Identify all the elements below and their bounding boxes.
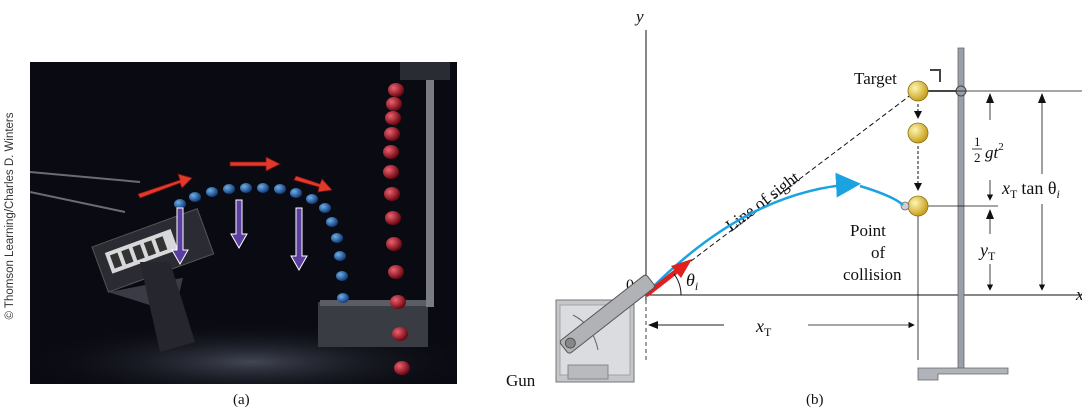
xT-label: xT — [755, 316, 772, 339]
poc-label-2: of — [871, 243, 886, 262]
target-label: Target — [854, 69, 897, 88]
gt2-label: gt2 — [985, 141, 1004, 162]
photo-illustration — [30, 62, 457, 384]
photo-panel — [30, 62, 457, 384]
y-axis-label: y — [634, 7, 644, 26]
photo-credit: © Thomson Learning/Charles D. Winters — [4, 112, 16, 320]
gun — [555, 274, 655, 383]
half-den: 2 — [974, 150, 981, 165]
target-stand — [916, 47, 1009, 381]
half-num: 1 — [974, 134, 981, 149]
projectile-diagram: y x 0 Line of sight θi Target Point of c… — [506, 7, 1082, 390]
collision-ball — [907, 195, 929, 217]
yT-label: yT — [978, 240, 996, 263]
origin-label: 0 — [626, 277, 634, 294]
caption-a: (a) — [233, 392, 250, 408]
line-of-sight — [645, 90, 917, 296]
poc-label-3: collision — [843, 265, 902, 284]
falling-ball — [907, 122, 929, 144]
velocity-arrow — [644, 259, 692, 297]
xT-tan-label: xT tan θi — [1001, 178, 1060, 201]
target-ball — [907, 80, 929, 102]
caption-b: (b) — [806, 392, 824, 408]
line-of-sight-label: Line of sight — [722, 168, 803, 236]
poc-label-1: Point — [850, 221, 886, 240]
theta-label: θi — [686, 270, 698, 293]
x-axis-label: x — [1075, 285, 1082, 304]
gun-label: Gun — [506, 371, 536, 390]
